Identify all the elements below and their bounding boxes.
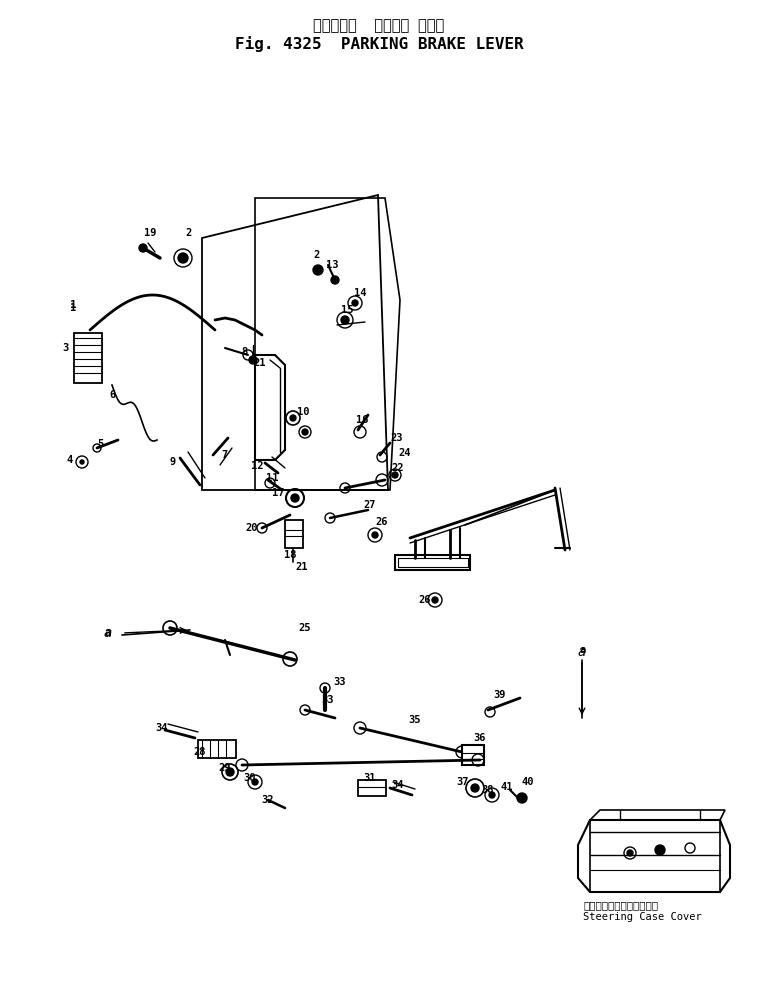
Text: 2: 2 [185, 228, 191, 238]
Text: 34: 34 [392, 780, 404, 790]
Text: 15: 15 [341, 305, 353, 315]
Circle shape [178, 253, 188, 263]
Text: 32: 32 [262, 795, 274, 805]
Text: 40: 40 [522, 777, 534, 787]
Text: a: a [578, 645, 586, 659]
Text: 8: 8 [242, 347, 248, 357]
Text: 10: 10 [296, 407, 309, 417]
Bar [395, 555, 470, 570]
Text: 18: 18 [283, 550, 296, 560]
Circle shape [252, 779, 258, 785]
Text: 28: 28 [194, 747, 206, 757]
Text: 38: 38 [482, 785, 494, 795]
Text: 22: 22 [392, 463, 404, 473]
Text: 14: 14 [354, 288, 366, 298]
Circle shape [341, 316, 349, 324]
Text: 11: 11 [266, 473, 278, 483]
Circle shape [627, 850, 633, 856]
Circle shape [392, 472, 398, 478]
Text: 3: 3 [62, 343, 68, 353]
Text: 41: 41 [501, 782, 513, 792]
Circle shape [432, 597, 438, 603]
Text: 37: 37 [457, 777, 469, 787]
Circle shape [291, 494, 299, 502]
Text: a: a [105, 628, 111, 638]
Circle shape [372, 532, 378, 538]
Text: 4: 4 [67, 455, 73, 465]
Text: 21: 21 [254, 358, 266, 368]
Text: 2: 2 [313, 250, 319, 260]
Text: ステアリングケースカバー: ステアリングケースカバー [583, 900, 658, 910]
Text: 39: 39 [493, 690, 506, 700]
Text: 17: 17 [272, 488, 284, 498]
Circle shape [655, 845, 665, 855]
Circle shape [226, 768, 234, 776]
Bar [398, 558, 468, 567]
Text: 30: 30 [244, 773, 256, 783]
Circle shape [80, 460, 84, 464]
Text: Steering Case Cover: Steering Case Cover [583, 912, 702, 922]
Text: 36: 36 [474, 733, 486, 743]
Text: a: a [104, 626, 112, 640]
Text: 25: 25 [299, 623, 312, 633]
Text: 19: 19 [144, 228, 156, 238]
Text: 35: 35 [409, 715, 421, 725]
Circle shape [302, 429, 308, 435]
Text: 21: 21 [296, 562, 309, 572]
Text: a: a [580, 645, 586, 655]
Text: 1: 1 [70, 303, 76, 313]
Text: 24: 24 [399, 448, 412, 458]
Text: 9: 9 [170, 457, 176, 467]
Bar [358, 780, 386, 796]
Text: 13: 13 [326, 260, 338, 270]
Text: 26: 26 [418, 595, 431, 605]
Circle shape [517, 793, 527, 803]
Text: Fig. 4325  PARKING BRAKE LEVER: Fig. 4325 PARKING BRAKE LEVER [235, 36, 523, 52]
Circle shape [249, 356, 257, 364]
Text: 6: 6 [110, 390, 116, 400]
Bar [198, 740, 236, 758]
Circle shape [139, 244, 147, 252]
Text: 16: 16 [356, 415, 368, 425]
Bar [285, 520, 303, 548]
Circle shape [489, 792, 495, 798]
Text: 33: 33 [321, 695, 334, 705]
Text: 31: 31 [364, 773, 376, 783]
Circle shape [331, 276, 339, 284]
Text: 23: 23 [391, 433, 403, 443]
Text: 27: 27 [364, 500, 376, 510]
Text: 26: 26 [376, 517, 388, 527]
Circle shape [471, 784, 479, 792]
Circle shape [290, 415, 296, 421]
Text: 33: 33 [334, 677, 346, 687]
Circle shape [352, 300, 358, 306]
Text: 20: 20 [246, 523, 258, 533]
Text: 7: 7 [222, 450, 228, 460]
Text: パーキング  ブレーキ レバー: パーキング ブレーキ レバー [313, 18, 445, 33]
Text: 34: 34 [155, 723, 168, 733]
Text: 29: 29 [219, 763, 231, 773]
Text: 5: 5 [97, 439, 103, 449]
Text: 1: 1 [70, 300, 77, 310]
Circle shape [313, 265, 323, 275]
Text: 12: 12 [251, 461, 263, 471]
Bar [74, 333, 102, 383]
Bar [462, 745, 484, 765]
